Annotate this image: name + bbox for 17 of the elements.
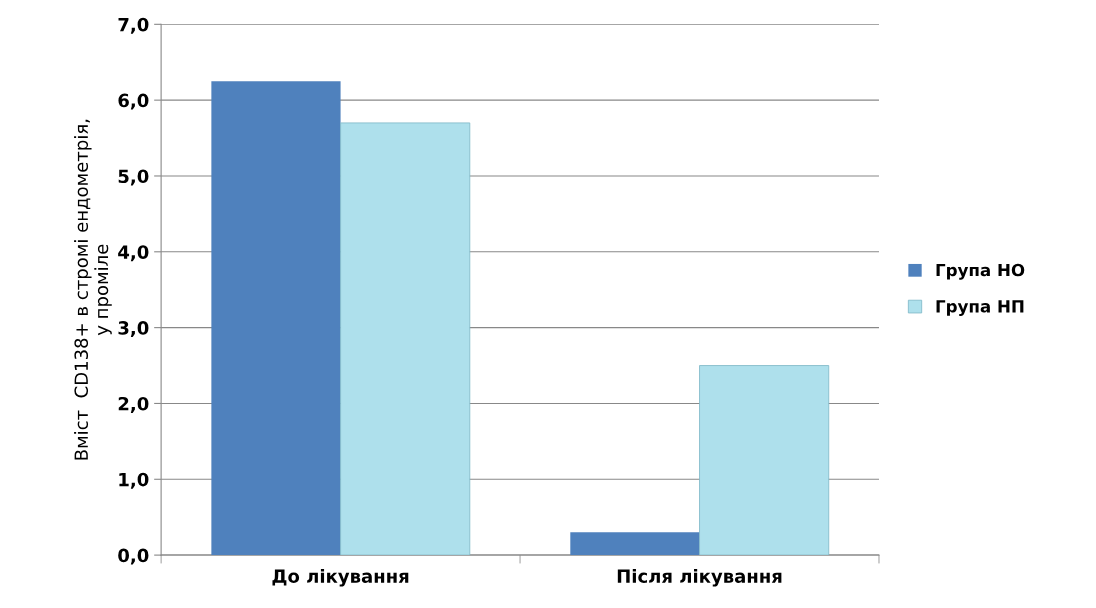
y-tick-label: 0,0 [118,548,149,565]
legend-label: Група НП [936,300,1024,316]
y-tick-label: 3,0 [118,321,149,338]
bar [211,81,341,556]
y-tick-label: 7,0 [118,17,149,34]
bar [340,122,471,556]
bar [699,365,830,556]
legend-label: Група НО [936,263,1025,280]
y-tick-label: 2,0 [118,396,149,413]
y-tick-label: 6,0 [118,93,149,110]
y-tick-label: 4,0 [118,245,149,262]
x-tick-label: Після лікування [617,568,782,587]
x-tick-label: До лікування [272,568,409,587]
bar [570,532,700,556]
y-axis-title: Вміст CD138+ в стромі ендометрія, у проміле [74,119,112,460]
y-tick-label: 5,0 [118,169,149,186]
y-tick-label: 1,0 [119,472,149,489]
